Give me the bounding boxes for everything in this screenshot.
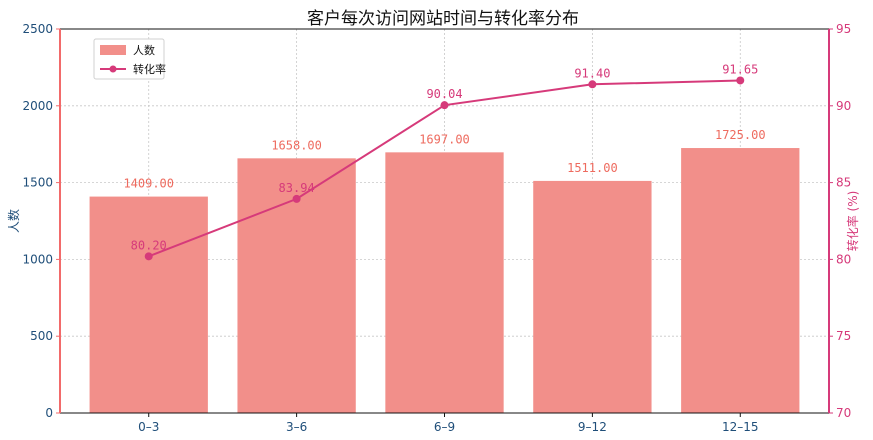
x-tick-label: 6–9 <box>434 420 455 434</box>
bar-series-layer: 1409.00 1658.00 1697.00 1511.00 1725.00 <box>89 128 800 414</box>
line-series-layer: 80.20 83.94 90.04 91.40 91.65 <box>131 62 758 261</box>
bar <box>681 148 800 414</box>
legend-label-bar: 人数 <box>133 44 155 57</box>
y2-axis-label: 转化率 (%) <box>845 191 860 252</box>
bar-value-label: 1725.00 <box>715 128 766 142</box>
line-point <box>144 252 153 261</box>
left-tick-label: 1500 <box>22 176 53 190</box>
bar <box>385 152 504 413</box>
line-value-label: 91.40 <box>574 66 610 80</box>
line-value-label: 80.20 <box>131 238 167 252</box>
bar-value-label: 1409.00 <box>123 177 174 191</box>
line-value-label: 91.65 <box>722 62 758 76</box>
right-tick-label: 95 <box>836 22 851 36</box>
right-tick-label: 70 <box>836 406 851 420</box>
chart-title: 客户每次访问网站时间与转化率分布 <box>307 9 579 29</box>
line-value-label: 83.94 <box>279 181 315 195</box>
left-tick-label: 2500 <box>22 22 53 36</box>
right-tick-label: 80 <box>836 252 851 266</box>
bar-value-label: 1658.00 <box>271 138 322 152</box>
left-tick-label: 500 <box>30 329 53 343</box>
line-point <box>588 80 597 89</box>
bar <box>533 180 652 413</box>
line-value-label: 90.04 <box>426 87 462 101</box>
x-tick-label: 12–15 <box>722 420 759 434</box>
legend-bar-swatch <box>100 45 126 55</box>
x-tick-label: 0–3 <box>138 420 159 434</box>
axes-layer: 0 500 1000 1500 2000 2500 70 75 80 85 90 95 0–3 3–6 6–… <box>6 22 860 434</box>
left-tick-label: 2000 <box>22 99 53 113</box>
right-tick-label: 85 <box>836 176 851 190</box>
y-axis-label: 人数 <box>6 209 21 233</box>
legend-label-line: 转化率 <box>133 62 166 76</box>
left-tick-label: 0 <box>45 406 53 420</box>
right-tick-label: 75 <box>836 329 851 343</box>
legend-line-marker <box>109 65 117 73</box>
line-point <box>736 76 745 85</box>
right-tick-label: 90 <box>836 99 851 113</box>
bar <box>89 196 208 413</box>
x-tick-label: 3–6 <box>286 420 307 434</box>
left-tick-label: 1000 <box>22 252 53 266</box>
line-point <box>292 194 301 203</box>
bar-value-label: 1697.00 <box>419 132 470 146</box>
bar-value-label: 1511.00 <box>567 161 618 175</box>
x-tick-label: 9–12 <box>578 420 607 434</box>
line-point <box>440 101 449 110</box>
